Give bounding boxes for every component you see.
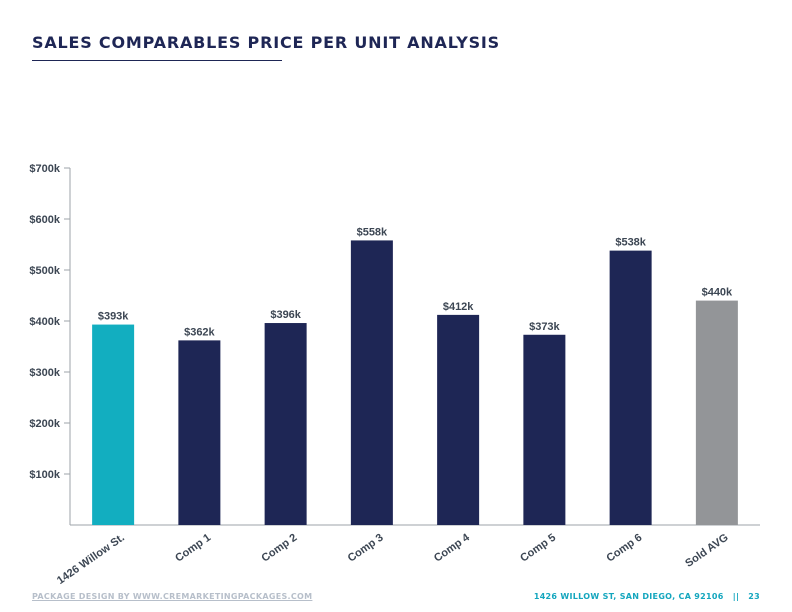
y-tick-label: $500k (29, 265, 60, 277)
category-label: 1426 Willow St. (55, 532, 127, 587)
category-labels: 1426 Willow St. Comp 1 Comp 2 Comp 3 Comp 4 C… (55, 531, 731, 587)
data-label: $538k (615, 237, 646, 249)
title-divider (32, 60, 282, 61)
bar (437, 314, 480, 525)
data-label: $396k (270, 309, 301, 321)
footer-credit-link[interactable]: PACKAGE DESIGN BY WWW.CREMARKETINGPACKAG… (32, 592, 313, 601)
y-tick-label: $100k (29, 469, 60, 481)
data-label: $373k (529, 321, 560, 333)
page-title: SALES COMPARABLES PRICE PER UNIT ANALYSI… (32, 33, 501, 52)
y-tick-label: $600k (29, 214, 60, 226)
y-tick-label: $700k (29, 163, 60, 175)
category-label: Comp 2 (259, 532, 299, 565)
data-label: $412k (443, 301, 474, 313)
category-label: Comp 4 (432, 531, 473, 564)
category-label: Sold AVG (683, 532, 730, 570)
data-labels: $393k $362k $396k $558k $412k $373k $538k $440k (98, 226, 733, 338)
data-label: $362k (184, 326, 215, 338)
footer-page-number: 23 (748, 592, 760, 601)
bar (523, 334, 566, 525)
bar (695, 300, 738, 525)
bar (92, 324, 135, 525)
bar (178, 340, 221, 525)
footer-address-text: 1426 WILLOW ST, SAN DIEGO, CA 92106 (533, 592, 724, 601)
bar (609, 250, 652, 525)
category-label: Comp 6 (604, 532, 644, 565)
bars (92, 240, 738, 526)
bar (264, 323, 307, 525)
data-label: $558k (357, 226, 388, 238)
y-tick-label: $200k (29, 418, 60, 430)
data-label: $393k (98, 311, 129, 323)
category-label: Comp 3 (346, 532, 386, 565)
bar (350, 240, 393, 526)
y-tick-label: $400k (29, 316, 60, 328)
data-label: $440k (702, 287, 733, 299)
footer-separator: || (732, 592, 740, 601)
y-tick-label: $300k (29, 367, 60, 379)
category-label: Comp 5 (518, 532, 558, 565)
category-label: Comp 1 (173, 532, 213, 565)
footer-address: 1426 WILLOW ST, SAN DIEGO, CA 92106 || 2… (528, 592, 760, 601)
